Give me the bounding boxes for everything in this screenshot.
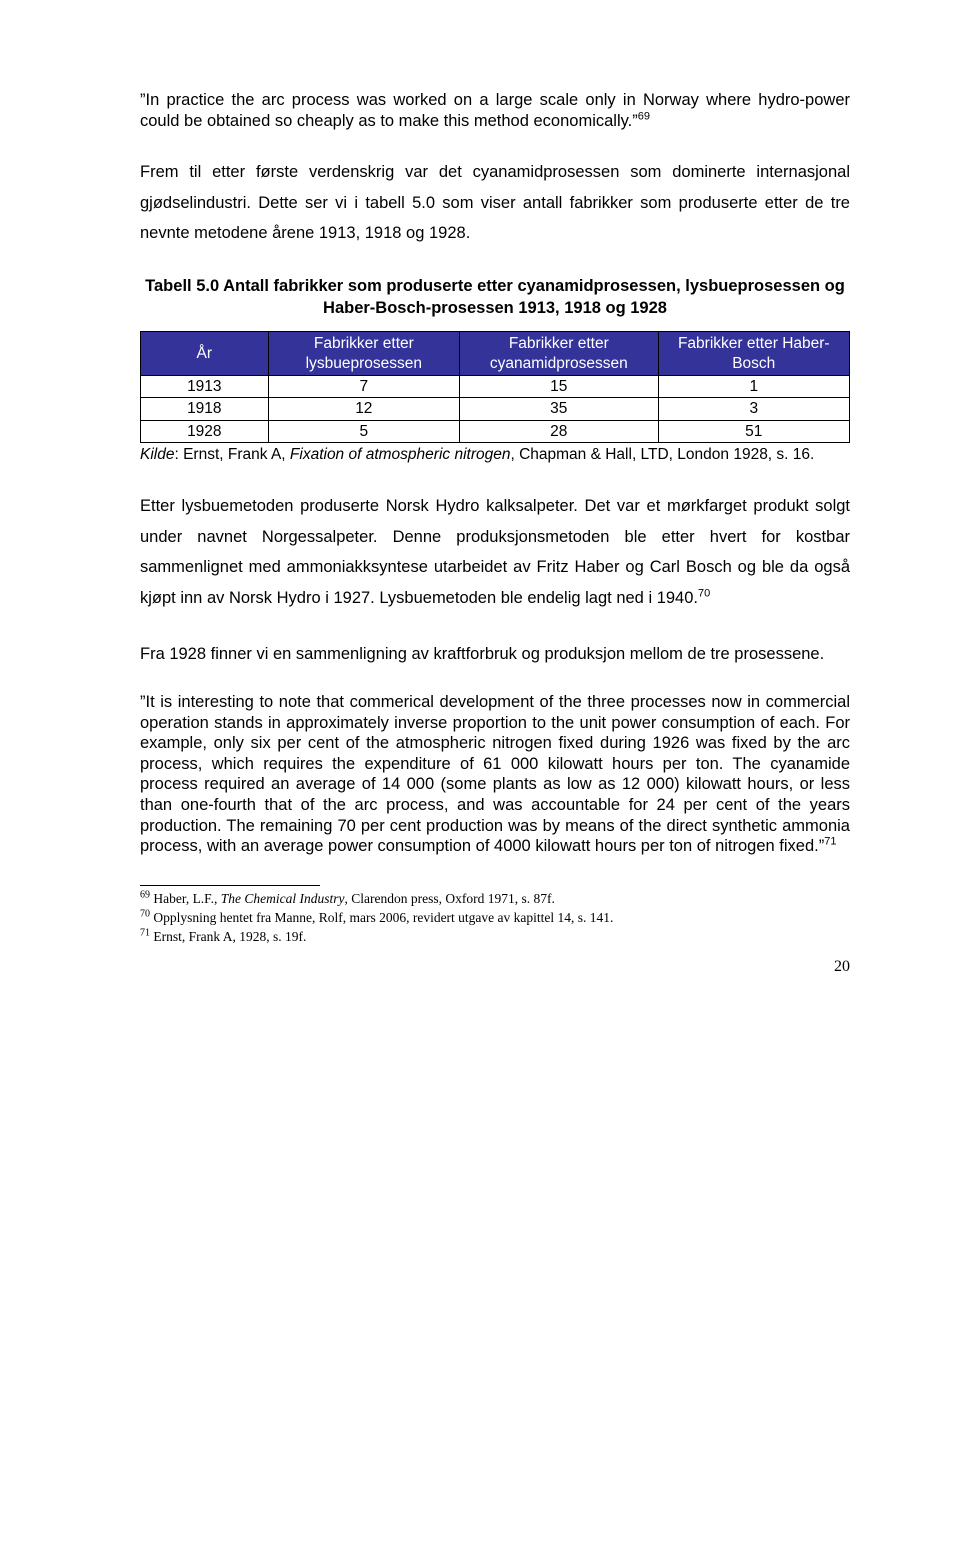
footnote-69: 69 Haber, L.F., The Chemical Industry, C…: [140, 890, 850, 908]
paragraph-3: Fra 1928 finner vi en sammenligning av k…: [140, 639, 850, 670]
quote-text: ”In practice the arc process was worked …: [140, 91, 850, 130]
col-cyan: Fabrikker etter cyanamidprosessen: [460, 332, 659, 376]
footnotes: 69 Haber, L.F., The Chemical Industry, C…: [140, 890, 850, 947]
footnote-rule: [140, 885, 320, 886]
page-number: 20: [140, 957, 850, 977]
cell: 51: [658, 420, 849, 442]
paragraph-1: Frem til etter første verdenskrig var de…: [140, 157, 850, 249]
table-row: 1928 5 28 51: [141, 420, 850, 442]
footnote-num: 70: [140, 909, 150, 920]
footnote-num: 71: [140, 928, 150, 939]
text: Opplysning hentet fra Manne, Rolf, mars …: [150, 910, 613, 925]
footnote-ref-69: 69: [638, 110, 650, 122]
cell: 15: [460, 376, 659, 398]
table-row: 1918 12 35 3: [141, 398, 850, 420]
kilde-italic: Fixation of atmospheric nitrogen: [290, 446, 511, 463]
text: Ernst, Frank A, 1928, s. 19f.: [150, 929, 306, 944]
col-lysbue: Fabrikker etter lysbueprosessen: [268, 332, 459, 376]
text: : Ernst, Frank A,: [174, 446, 289, 463]
text: Haber, L.F.,: [150, 891, 221, 906]
col-haber: Fabrikker etter Haber-Bosch: [658, 332, 849, 376]
cell: 1918: [141, 398, 269, 420]
col-year: År: [141, 332, 269, 376]
cell: 1: [658, 376, 849, 398]
table-caption: Tabell 5.0 Antall fabrikker som produser…: [140, 275, 850, 320]
kilde-label: Kilde: [140, 446, 174, 463]
factories-table: År Fabrikker etter lysbueprosessen Fabri…: [140, 331, 850, 443]
text: Fra 1928 finner vi en sammenligning av k…: [140, 645, 824, 663]
footnote-70: 70 Opplysning hentet fra Manne, Rolf, ma…: [140, 909, 850, 927]
block-quote-1: ”In practice the arc process was worked …: [140, 90, 850, 131]
text: , Chapman & Hall, LTD, London 1928, s. 1…: [510, 446, 814, 463]
table-row: 1913 7 15 1: [141, 376, 850, 398]
footnote-ref-71: 71: [824, 836, 836, 848]
footnote-ref-70: 70: [698, 587, 710, 599]
quote-text: ”It is interesting to note that commeric…: [140, 693, 850, 855]
table-source: Kilde: Ernst, Frank A, Fixation of atmos…: [140, 445, 850, 465]
footnote-italic: The Chemical Industry: [221, 891, 345, 906]
block-quote-2: ”It is interesting to note that commeric…: [140, 692, 850, 857]
cell: 7: [268, 376, 459, 398]
cell: 5: [268, 420, 459, 442]
cell: 1913: [141, 376, 269, 398]
cell: 28: [460, 420, 659, 442]
text: , Clarendon press, Oxford 1971, s. 87f.: [345, 891, 555, 906]
paragraph-2: Etter lysbuemetoden produserte Norsk Hyd…: [140, 491, 850, 613]
cell: 3: [658, 398, 849, 420]
cell: 35: [460, 398, 659, 420]
table-header-row: År Fabrikker etter lysbueprosessen Fabri…: [141, 332, 850, 376]
cell: 1928: [141, 420, 269, 442]
cell: 12: [268, 398, 459, 420]
text: Etter lysbuemetoden produserte Norsk Hyd…: [140, 497, 850, 607]
footnote-num: 69: [140, 889, 150, 900]
footnote-71: 71 Ernst, Frank A, 1928, s. 19f.: [140, 928, 850, 946]
